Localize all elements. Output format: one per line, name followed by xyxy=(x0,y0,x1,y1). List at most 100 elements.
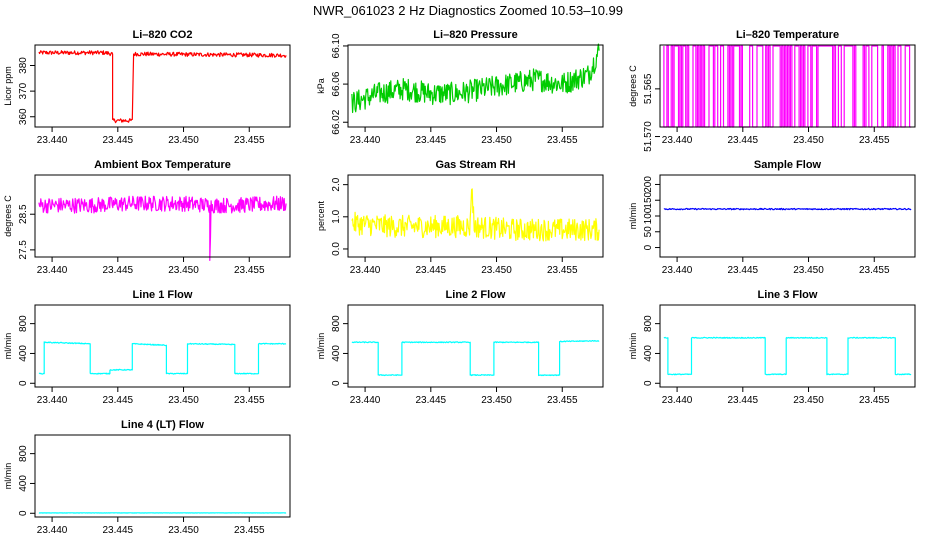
y-axis-label: percent xyxy=(316,200,326,231)
y-tick-label: 66.06 xyxy=(331,71,342,96)
y-tick-label: 400 xyxy=(18,345,29,362)
x-tick-label: 23.440 xyxy=(350,135,381,146)
panel-title: Li–820 Pressure xyxy=(433,29,517,41)
plot-frame xyxy=(34,304,291,388)
panel-li820-temp: Li–820 Temperature degrees C 23.440 23.445 2… xyxy=(628,29,916,152)
panel-title: Li–820 CO2 xyxy=(133,29,193,41)
x-tick-label: 23.455 xyxy=(234,525,265,536)
y-axis-label: Licor ppm xyxy=(3,66,13,106)
panel-line1-flow: Line 1 Flow ml/min 23.440 23.445 23.450 23.45… xyxy=(3,289,291,406)
x-tick-label: 23.450 xyxy=(168,135,199,146)
panel-ambient-temp: Ambient Box Temperature degrees C 23.440 23… xyxy=(3,159,291,276)
y-axis-label: ml/min xyxy=(3,333,13,360)
panel-co2: Li–820 CO2 Licor ppm 23.440 23.445 23.450 23.… xyxy=(3,29,291,146)
plot-frame xyxy=(34,174,291,258)
y-axis-label: ml/min xyxy=(316,333,326,360)
panel-gas-rh: Gas Stream RH percent 23.440 23.445 23.450 23… xyxy=(316,159,604,276)
panel-title: Sample Flow xyxy=(754,159,822,171)
x-tick-label: 23.455 xyxy=(859,265,890,276)
panel-sample-flow: Sample Flow ml/min 23.440 23.445 23.450 23.45… xyxy=(628,159,916,276)
x-tick-label: 23.445 xyxy=(728,265,759,276)
y-tick-label: 50 xyxy=(643,226,654,238)
x-tick-label: 23.445 xyxy=(416,135,447,146)
panel-title: Line 1 Flow xyxy=(133,289,193,301)
x-tick-label: 23.445 xyxy=(728,395,759,406)
x-tick-label: 23.450 xyxy=(793,135,824,146)
x-tick-label: 23.445 xyxy=(103,525,134,536)
panels-container: Li–820 CO2 Licor ppm 23.440 23.445 23.450 23.… xyxy=(3,29,916,536)
plot-frame xyxy=(347,304,604,388)
y-tick-label: 800 xyxy=(18,315,29,332)
plot-frame xyxy=(347,174,604,258)
x-tick-label: 23.455 xyxy=(547,135,578,146)
x-tick-label: 23.440 xyxy=(350,395,381,406)
y-axis-label: ml/min xyxy=(628,333,638,360)
y-tick-label: 370 xyxy=(18,82,29,99)
x-tick-label: 23.450 xyxy=(168,525,199,536)
panel-line4-flow: Line 4 (LT) Flow ml/min 23.440 23.445 23.450… xyxy=(3,419,291,536)
y-tick-label: 2.0 xyxy=(331,177,342,191)
plot-frame xyxy=(34,434,291,518)
plot-frame xyxy=(659,174,916,258)
x-tick-label: 23.445 xyxy=(103,395,134,406)
y-tick-label: 0.0 xyxy=(331,242,342,256)
series-line-line2-flow xyxy=(351,340,600,377)
series-line-co2 xyxy=(38,50,287,124)
x-tick-label: 23.455 xyxy=(547,265,578,276)
y-tick-label: 0 xyxy=(643,380,654,386)
y-axis-label: degrees C xyxy=(3,195,13,237)
plot-frame xyxy=(34,44,291,128)
panel-title: Ambient Box Temperature xyxy=(94,159,231,171)
x-tick-label: 23.450 xyxy=(481,265,512,276)
y-tick-label: 360 xyxy=(18,108,29,125)
x-tick-label: 23.450 xyxy=(481,395,512,406)
y-tick-label: 380 xyxy=(18,57,29,74)
x-tick-label: 23.455 xyxy=(234,135,265,146)
series-line-line3-flow xyxy=(663,336,912,376)
y-tick-label: 28.5 xyxy=(18,204,29,224)
series-line-line1-flow xyxy=(38,341,287,375)
series-line-gas-rh xyxy=(351,188,600,242)
panel-line2-flow: Line 2 Flow ml/min 23.440 23.445 23.450 23.45… xyxy=(316,289,604,406)
x-tick-label: 23.450 xyxy=(168,265,199,276)
plot-frame xyxy=(347,44,604,128)
y-tick-label: 800 xyxy=(18,445,29,462)
x-tick-label: 23.445 xyxy=(416,395,447,406)
y-tick-label: 66.10 xyxy=(331,33,342,58)
x-tick-label: 23.440 xyxy=(37,135,68,146)
x-tick-label: 23.440 xyxy=(350,265,381,276)
y-axis-label: degrees C xyxy=(628,65,638,107)
figure-title: NWR_061023 2 Hz Diagnostics Zoomed 10.53… xyxy=(313,3,623,18)
x-tick-label: 23.455 xyxy=(859,395,890,406)
y-tick-label: 51.570 xyxy=(643,121,654,152)
series-line-pressure xyxy=(351,43,600,114)
panel-title: Gas Stream RH xyxy=(435,159,515,171)
series-line-ambient-temp xyxy=(38,195,287,261)
y-tick-label: 200 xyxy=(643,176,654,193)
y-tick-label: 150 xyxy=(643,191,654,208)
x-tick-label: 23.450 xyxy=(793,265,824,276)
plot-frame xyxy=(659,44,916,128)
x-tick-label: 23.455 xyxy=(547,395,578,406)
y-tick-label: 400 xyxy=(18,475,29,492)
x-tick-label: 23.455 xyxy=(859,135,890,146)
x-tick-label: 23.445 xyxy=(103,135,134,146)
panel-pressure: Li–820 Pressure kPa 23.440 23.445 23.450 23.4… xyxy=(316,29,604,146)
y-tick-label: 100 xyxy=(643,207,654,224)
x-tick-label: 23.450 xyxy=(793,395,824,406)
panel-title: Li–820 Temperature xyxy=(736,29,839,41)
x-tick-label: 23.440 xyxy=(662,265,693,276)
panel-title: Line 4 (LT) Flow xyxy=(121,419,204,431)
y-tick-label: 800 xyxy=(331,315,342,332)
x-tick-label: 23.440 xyxy=(37,525,68,536)
y-tick-label: 0 xyxy=(18,510,29,516)
y-tick-label: 400 xyxy=(331,345,342,362)
y-tick-label: 66.02 xyxy=(331,109,342,134)
y-axis-label: ml/min xyxy=(628,203,638,230)
x-tick-label: 23.440 xyxy=(37,265,68,276)
y-tick-label: 1.0 xyxy=(331,209,342,223)
series-line-sample-flow xyxy=(663,207,912,211)
x-tick-label: 23.445 xyxy=(103,265,134,276)
panel-title: Line 3 Flow xyxy=(758,289,818,301)
